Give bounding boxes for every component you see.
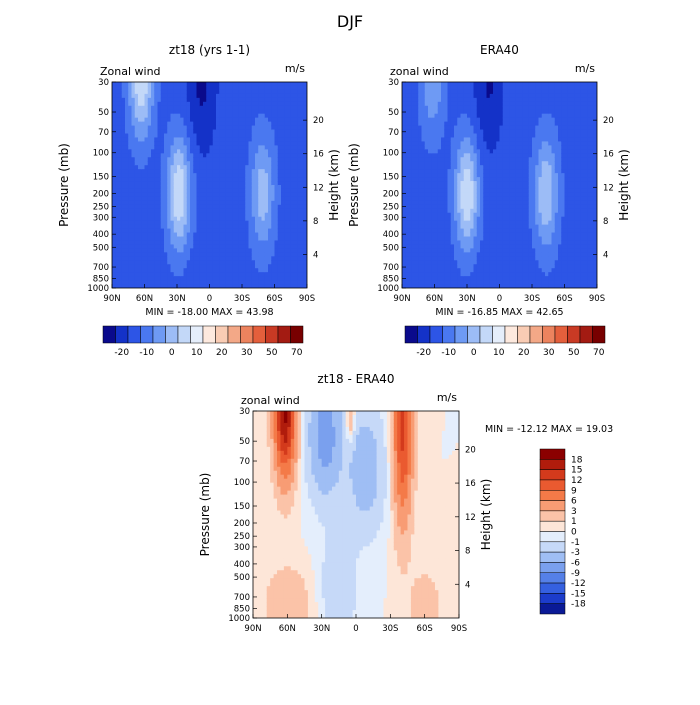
y-axis-title: Pressure (mb)	[57, 143, 71, 227]
figure-title: DJF	[337, 12, 363, 31]
panel-title: ERA40	[480, 43, 519, 57]
colorbar-swatch	[191, 326, 204, 343]
variable-label: Zonal wind	[100, 65, 161, 78]
y-tick-label: 300	[93, 213, 109, 223]
colorbar-swatch	[128, 326, 141, 343]
y-tick-label: 1000	[87, 284, 109, 294]
right-tick-label: 12	[313, 183, 324, 193]
right-tick-label: 16	[313, 150, 324, 160]
y-tick-label: 250	[93, 203, 109, 213]
x-tick-label: 30S	[234, 294, 250, 304]
y-tick-label: 50	[98, 108, 109, 118]
colorbar-swatch	[103, 326, 116, 343]
colorbar-label: 20	[216, 348, 228, 358]
colorbar-swatch	[241, 326, 254, 343]
y-tick-label: 30	[98, 78, 109, 88]
colorbar-swatch	[253, 326, 266, 343]
colorbar-swatch	[203, 326, 216, 343]
units-label: m/s	[575, 62, 595, 75]
colorbar-swatch	[291, 326, 304, 343]
min-max-label: MIN = -18.00 MAX = 43.98	[145, 307, 273, 318]
contour-field	[402, 82, 598, 289]
x-tick-label: 30N	[168, 294, 185, 304]
variable-label: zonal wind	[390, 65, 449, 78]
colorbar-swatch	[116, 326, 129, 343]
colorbar-label: 0	[169, 348, 175, 358]
colorbar-label: -20	[114, 348, 129, 358]
colorbar-swatch	[166, 326, 179, 343]
panel-title: zt18 (yrs 1-1)	[169, 43, 250, 57]
y-tick-label: 150	[93, 173, 109, 183]
x-tick-label: 60S	[266, 294, 282, 304]
right-axis-title: Height (km)	[327, 149, 341, 220]
colorbar-swatch	[216, 326, 229, 343]
colorbar-swatch	[178, 326, 191, 343]
colorbar-swatch	[278, 326, 291, 343]
colorbar-swatch	[228, 326, 241, 343]
y-tick-label: 700	[93, 263, 109, 273]
colorbar-label: 10	[191, 348, 203, 358]
x-tick-label: 90N	[103, 294, 120, 304]
y-tick-label: 100	[93, 149, 109, 159]
y-tick-label: 500	[93, 243, 109, 253]
y-tick-label: 200	[93, 189, 109, 199]
colorbar-label: 70	[291, 348, 303, 358]
right-tick-label: 20	[313, 116, 324, 126]
colorbar-label: -10	[139, 348, 154, 358]
right-tick-label: 4	[313, 250, 318, 260]
colorbar-swatch	[141, 326, 154, 343]
x-tick-label: 90S	[299, 294, 315, 304]
colorbar-swatch	[153, 326, 166, 343]
right-tick-label: 8	[313, 217, 318, 227]
colorbar-label: 30	[241, 348, 253, 358]
y-tick-label: 400	[93, 230, 109, 240]
units-label: m/s	[285, 62, 305, 75]
colorbar: -20 -10 0 10 20 30 50 70	[103, 326, 303, 358]
colorbar-swatch	[266, 326, 279, 343]
x-tick-label: 60N	[136, 294, 153, 304]
contour-field	[112, 82, 308, 289]
y-tick-label: 850	[93, 274, 109, 284]
x-tick-label: 0	[207, 294, 212, 304]
y-tick-label: 70	[98, 128, 109, 138]
colorbar-label: 50	[266, 348, 278, 358]
